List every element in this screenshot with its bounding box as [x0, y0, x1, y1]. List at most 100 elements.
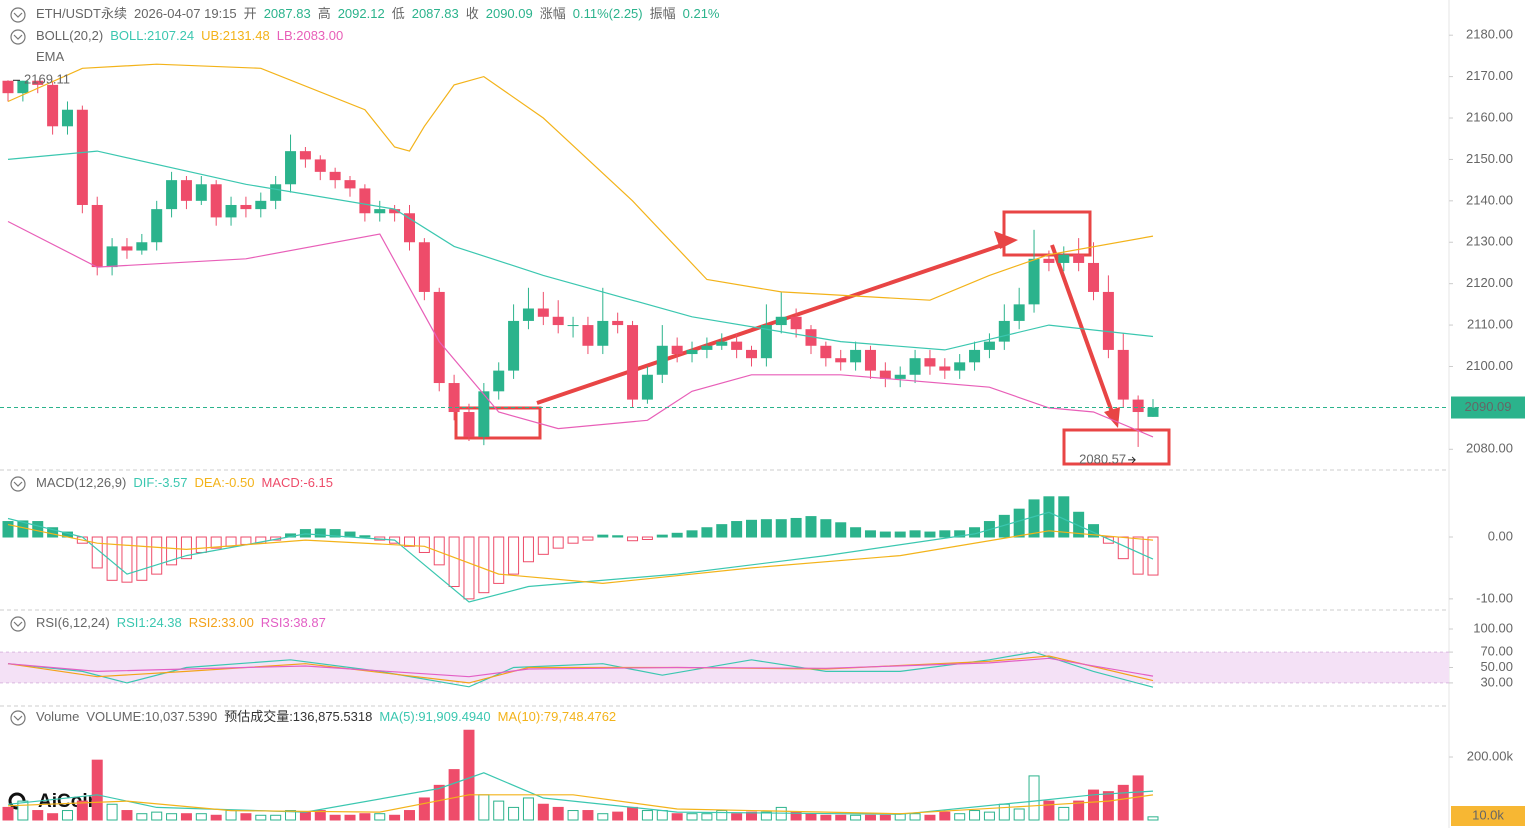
histogram-bar: [195, 536, 207, 553]
candle-body: [775, 316, 787, 326]
y-tick-label: 2080.00: [1466, 441, 1513, 456]
marker-arrow: [1128, 456, 1136, 464]
volume-bar: [1117, 784, 1129, 821]
histogram-bar: [864, 530, 876, 538]
histogram-bar: [820, 519, 832, 538]
field-value: 0.21%: [683, 6, 720, 21]
candle-body: [537, 308, 549, 317]
candle-body: [195, 184, 207, 201]
candle-body: [998, 320, 1010, 342]
volume-bar: [433, 784, 445, 821]
low-marker: 2080.57: [1079, 451, 1126, 466]
volume-bar: [537, 803, 549, 821]
brand: AiCoin: [38, 791, 99, 812]
indicator-title: MACD(12,26,9): [36, 475, 126, 490]
histogram-bar: [210, 536, 222, 549]
candle-body: [403, 213, 415, 243]
candle-body: [522, 308, 534, 321]
histogram-bar: [1013, 508, 1025, 538]
volume-bar: [909, 813, 921, 821]
toggle[interactable]: [10, 29, 26, 45]
legend: ETH/USDT永续 2026-04-07 19:15 开 2087.83 高 2092.…: [36, 6, 720, 21]
candle-body: [314, 159, 326, 172]
toggle[interactable]: [10, 710, 26, 726]
y-tick-label: 0.00: [1488, 528, 1513, 543]
candle-body: [180, 180, 192, 201]
y-tick-label: 2170.00: [1466, 68, 1513, 83]
symbol: ETH/USDT永续: [36, 6, 127, 21]
volume-bar: [270, 814, 282, 821]
candle-body: [627, 325, 639, 400]
y-tick-label: 2150.00: [1466, 151, 1513, 166]
histogram-bar: [627, 536, 639, 542]
candle-body: [1117, 349, 1129, 400]
histogram-bar: [448, 536, 460, 587]
candle-body: [641, 374, 653, 400]
field-label: 低: [392, 6, 405, 21]
arrowhead: [994, 231, 1018, 249]
histogram-bar: [359, 535, 371, 538]
legend-entry: RSI1:24.38: [117, 615, 182, 630]
volume-bar: [1147, 816, 1159, 821]
legend: MACD(12,26,9) DIF:-3.57 DEA:-0.50 MACD:-6.1…: [36, 475, 333, 490]
volume-bar: [285, 810, 297, 821]
candle-body: [1043, 258, 1055, 263]
histogram-bar: [180, 536, 192, 560]
histogram-bar: [91, 536, 103, 569]
toggle[interactable]: [10, 476, 26, 492]
volume-bar: [166, 813, 178, 821]
histogram-bar: [1102, 536, 1114, 544]
candle-body: [389, 209, 401, 214]
arrowhead: [1104, 407, 1120, 428]
candle-body: [894, 374, 906, 379]
volume-bar: [403, 810, 415, 821]
candle-body: [760, 325, 772, 359]
field-value: 2087.83: [264, 6, 311, 21]
candle-body: [106, 246, 118, 268]
indicator-line: [7, 220, 1154, 438]
candle-body: [597, 320, 609, 346]
candle-body: [47, 84, 59, 127]
time: 2026-04-07 19:15: [134, 6, 237, 21]
candle-body: [270, 184, 282, 201]
histogram-bar: [136, 536, 148, 581]
candle-body: [17, 80, 29, 94]
histogram-bar: [716, 524, 728, 538]
legend: BOLL(20,2) BOLL:2107.24 UB:2131.48 LB:2083.…: [36, 28, 343, 43]
candle-body: [508, 320, 520, 371]
field-value: 2087.83: [412, 6, 459, 21]
volume-bar: [329, 814, 341, 821]
volume-bar: [686, 813, 698, 821]
histogram-bar: [403, 536, 415, 547]
volume-bar: [121, 810, 133, 821]
histogram-bar: [478, 536, 490, 594]
volume-bar: [106, 803, 118, 821]
last-price-label: 2090.09: [1465, 399, 1512, 414]
legend-entry: MACD:-6.15: [261, 475, 333, 490]
volume-bar: [983, 811, 995, 821]
volume-bar: [597, 813, 609, 821]
volume-bar: [1013, 808, 1025, 821]
candle-body: [1058, 254, 1070, 263]
histogram-bar: [493, 536, 505, 584]
candle-body: [820, 345, 832, 359]
histogram-bar: [1088, 524, 1100, 538]
volume-bar: [478, 794, 490, 821]
histogram-bar: [1043, 496, 1055, 538]
last-volume-label: 10.0k: [1472, 807, 1504, 822]
volume-bar: [820, 814, 832, 821]
candle-body: [32, 80, 44, 85]
volume-bar: [805, 813, 817, 821]
candle-body: [151, 209, 163, 243]
legend: Volume VOLUME:10,037.5390 预估成交量:136,875.53…: [36, 709, 616, 724]
histogram-bar: [418, 536, 430, 553]
volume-bar: [790, 811, 802, 821]
candle-body: [76, 109, 88, 205]
highlight-box: [1062, 428, 1171, 466]
volume-bar: [389, 814, 401, 821]
indicator-title: Volume: [36, 709, 79, 724]
candle-body: [61, 109, 73, 127]
candle-body: [136, 242, 148, 251]
toggle[interactable]: [10, 7, 26, 23]
toggle[interactable]: [10, 616, 26, 632]
